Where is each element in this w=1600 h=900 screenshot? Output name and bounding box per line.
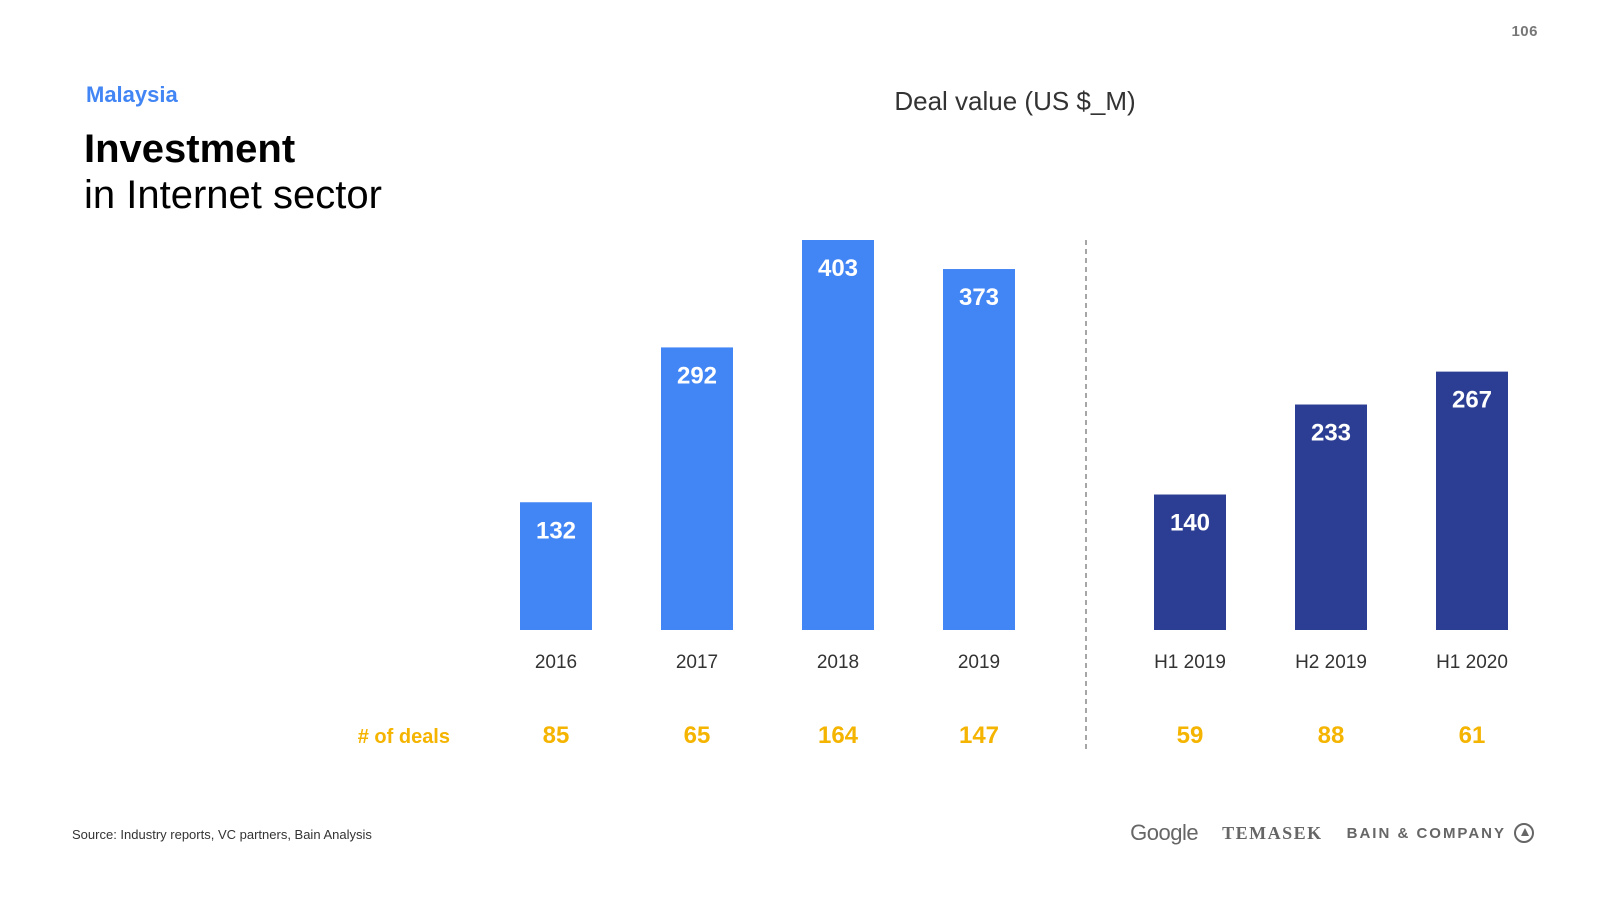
bain-logo: BAIN & COMPANY [1346,824,1506,842]
bar-2019 [943,269,1015,630]
x-tick-label-h2-2019: H2 2019 [1295,652,1367,673]
bar-value-label-h1-2019: 140 [1170,510,1210,537]
x-tick-label-2019: 2019 [958,652,1000,673]
x-tick-label-2018: 2018 [817,652,859,673]
x-tick-label-2016: 2016 [535,652,577,673]
bain-mark-icon [1514,823,1534,843]
bar-h1-2019 [1154,494,1226,630]
bar-value-label-h1-2020: 267 [1452,387,1492,414]
bar-value-label-2017: 292 [677,362,717,389]
deals-value-2019: 147 [959,722,999,749]
page-title-bold: Investment [84,127,296,171]
page-title-rest: in Internet sector [84,173,382,217]
temasek-logo: TEMASEK [1222,822,1323,843]
x-tick-label-h1-2019: H1 2019 [1154,652,1226,673]
deals-value-2017: 65 [684,722,711,749]
deals-row-label: # of deals [357,726,450,748]
bar-h2-2019 [1295,404,1367,630]
chart-title: Deal value (US $_M) [894,86,1136,116]
page-subtitle: Malaysia [86,82,178,107]
bar-value-label-2019: 373 [959,284,999,311]
deals-value-2016: 85 [543,722,570,749]
deals-value-h1-2019: 59 [1177,722,1204,749]
partner-logos: Google TEMASEK BAIN & COMPANY [1130,820,1534,846]
deals-value-h1-2020: 61 [1459,722,1486,749]
bar-value-label-2018: 403 [818,255,858,282]
source-note: Source: Industry reports, VC partners, B… [72,827,372,842]
page-title: Investment in Internet sector [84,126,382,218]
bar-h1-2020 [1436,371,1508,630]
page-number: 106 [1511,23,1538,40]
x-tick-label-2017: 2017 [676,652,718,673]
deals-value-h2-2019: 88 [1318,722,1345,749]
bar-2017 [661,347,733,630]
bar-value-label-h2-2019: 233 [1311,420,1351,447]
x-tick-label-h1-2020: H1 2020 [1436,652,1508,673]
deals-value-2018: 164 [818,722,859,749]
bar-2016 [520,502,592,630]
google-logo: Google [1130,820,1199,845]
bar-value-label-2016: 132 [536,517,576,544]
bar-2018 [802,240,874,630]
